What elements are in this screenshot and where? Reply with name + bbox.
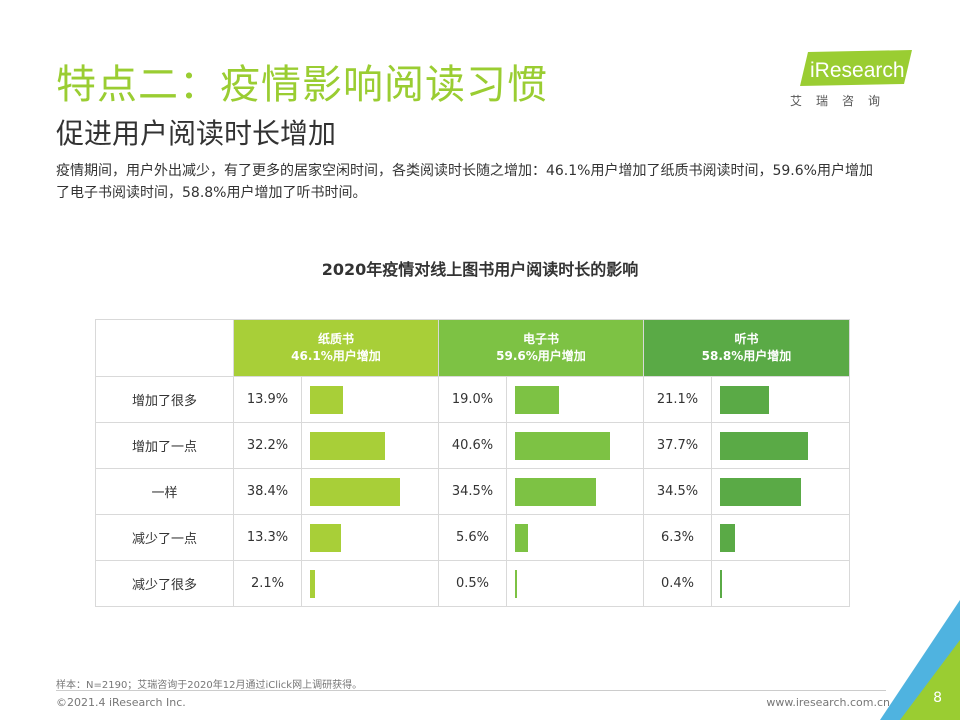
page-subtitle: 促进用户阅读时长增加: [56, 117, 337, 150]
header-ebook-name: 电子书: [522, 332, 559, 346]
header-paper-summary: 46.1%用户增加: [291, 349, 381, 363]
bar-cell: [506, 376, 644, 423]
table-row: 一样 38.4% 34.5% 34.5%: [95, 468, 850, 515]
bar-cell: [301, 422, 439, 469]
value-label: 5.6%: [438, 514, 507, 561]
row-label: 增加了一点: [95, 422, 234, 469]
row-label: 增加了很多: [95, 376, 234, 423]
data-bar: [310, 432, 386, 460]
data-bar: [720, 478, 801, 506]
sample-note: 样本：N=2190；艾瑞咨询于2020年12月通过iClick网上调研获得。: [56, 680, 363, 691]
iresearch-logo: iResearch 艾瑞咨询: [790, 50, 915, 110]
data-bar: [515, 570, 517, 598]
data-bar: [720, 524, 735, 552]
value-label: 6.3%: [643, 514, 712, 561]
header-paper-book: 纸质书 46.1%用户增加: [233, 319, 439, 377]
page-title: 特点二：疫情影响阅读习惯: [56, 62, 548, 108]
data-bar: [515, 432, 610, 460]
bar-cell: [506, 468, 644, 515]
row-label: 减少了一点: [95, 514, 234, 561]
reading-time-table: 纸质书 46.1%用户增加 电子书 59.6%用户增加 听书 58.8%用户增加…: [95, 319, 850, 607]
value-label: 2.1%: [233, 560, 302, 607]
bar-cell: [301, 514, 439, 561]
value-label: 19.0%: [438, 376, 507, 423]
value-label: 38.4%: [233, 468, 302, 515]
value-label: 0.4%: [643, 560, 712, 607]
row-label: 减少了很多: [95, 560, 234, 607]
copyright-text: ©2021.4 iResearch Inc.: [56, 696, 186, 709]
value-label: 40.6%: [438, 422, 507, 469]
header-audiobook: 听书 58.8%用户增加: [643, 319, 850, 377]
value-label: 32.2%: [233, 422, 302, 469]
value-label: 0.5%: [438, 560, 507, 607]
row-label: 一样: [95, 468, 234, 515]
bar-cell: [711, 422, 850, 469]
data-bar: [310, 570, 315, 598]
data-bar: [515, 478, 596, 506]
description-text: 疫情期间，用户外出减少，有了更多的居家空闲时间，各类阅读时长随之增加：46.1%…: [56, 163, 873, 201]
data-bar: [310, 386, 343, 414]
bar-cell: [506, 422, 644, 469]
bar-cell: [711, 514, 850, 561]
bar-cell: [301, 560, 439, 607]
data-bar: [720, 386, 770, 414]
header-audio-summary: 58.8%用户增加: [701, 349, 792, 363]
value-label: 13.3%: [233, 514, 302, 561]
bar-cell: [711, 468, 850, 515]
table-row: 减少了很多 2.1% 0.5% 0.4%: [95, 560, 850, 607]
bar-cell: [301, 468, 439, 515]
chart-title: 2020年疫情对线上图书用户阅读时长的影响: [321, 260, 639, 279]
value-label: 13.9%: [233, 376, 302, 423]
table-row: 增加了一点 32.2% 40.6% 37.7%: [95, 422, 850, 469]
header-paper-name: 纸质书: [317, 332, 354, 346]
logo-badge-icon: iResearch: [800, 50, 912, 86]
bar-cell: [506, 514, 644, 561]
header-ebook: 电子书 59.6%用户增加: [438, 319, 644, 377]
header-audio-name: 听书: [734, 332, 759, 346]
logo-cn-text: 艾瑞咨询: [790, 94, 895, 108]
data-bar: [310, 524, 342, 552]
value-label: 34.5%: [643, 468, 712, 515]
value-label: 34.5%: [438, 468, 507, 515]
data-bar: [720, 432, 809, 460]
table-row: 增加了很多 13.9% 19.0% 21.1%: [95, 376, 850, 423]
corner-decoration-icon: [880, 600, 960, 720]
corner-cell: [95, 319, 234, 377]
logo-brand-text: iResearch: [810, 59, 905, 82]
value-label: 37.7%: [643, 422, 712, 469]
website-link[interactable]: www.iresearch.com.cn: [766, 696, 890, 709]
table-row: 减少了一点 13.3% 5.6% 6.3%: [95, 514, 850, 561]
page-number: 8: [933, 690, 942, 706]
header-ebook-summary: 59.6%用户增加: [496, 349, 586, 363]
data-bar: [720, 570, 722, 598]
bar-cell: [711, 560, 850, 607]
data-bar: [515, 386, 560, 414]
bar-cell: [301, 376, 439, 423]
header-row: 纸质书 46.1%用户增加 电子书 59.6%用户增加 听书 58.8%用户增加: [95, 319, 850, 377]
data-bar: [515, 524, 529, 552]
data-bar: [310, 478, 400, 506]
footer-divider: [56, 690, 886, 691]
bar-cell: [711, 376, 850, 423]
value-label: 21.1%: [643, 376, 712, 423]
bar-cell: [506, 560, 644, 607]
